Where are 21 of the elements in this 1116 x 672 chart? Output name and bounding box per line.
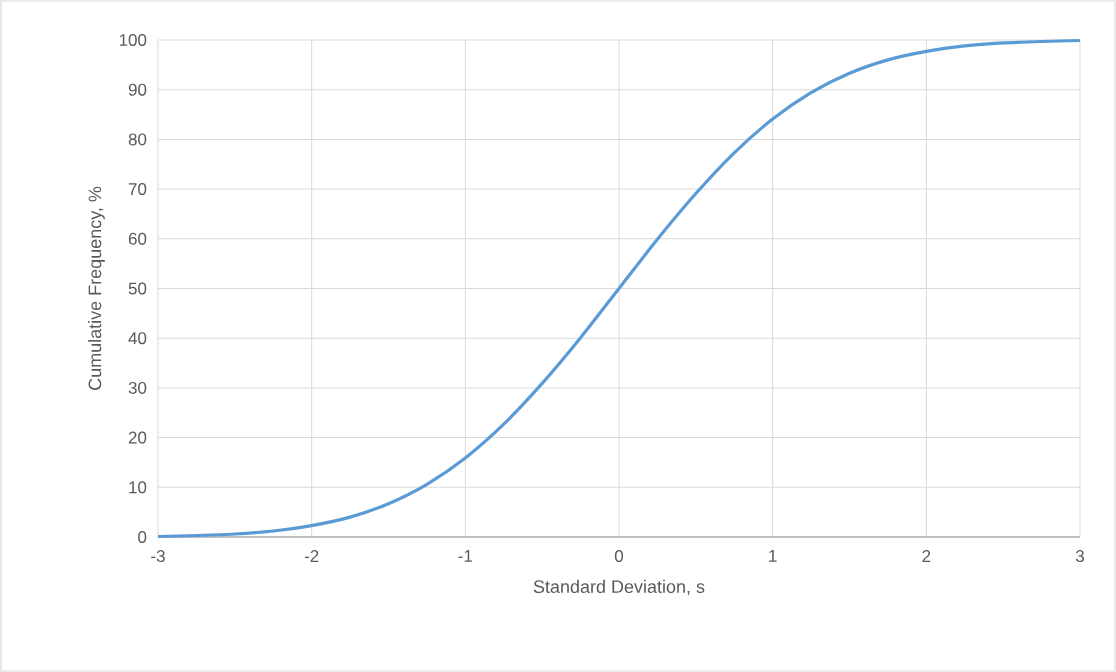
x-tick-label: 1 [769,550,777,562]
y-tick-label: 20 [128,431,147,444]
x-tick-label: -1 [458,550,473,562]
x-tick-label: -2 [304,550,319,562]
x-axis-title: Standard Deviation, s [533,579,705,596]
y-tick-label: 100 [119,33,147,46]
y-axis-title: Cumulative Frequency, % [88,186,105,390]
x-tick-label: -3 [151,550,165,563]
x-tick-label: 2 [922,550,931,562]
y-tick-label: 40 [128,332,147,345]
x-tick-label: 3 [1075,550,1084,563]
y-tick-label: 70 [128,183,147,196]
y-tick-label: 60 [128,232,147,245]
y-tick-label: 80 [128,133,147,146]
y-tick-label: 50 [128,282,147,295]
x-tick-label: 0 [614,550,624,563]
y-tick-label: 10 [129,481,147,494]
y-tick-label: 30 [128,381,147,394]
y-tick-label: 90 [128,83,147,96]
line-series [156,38,1082,539]
y-tick-label: 0 [138,530,147,543]
